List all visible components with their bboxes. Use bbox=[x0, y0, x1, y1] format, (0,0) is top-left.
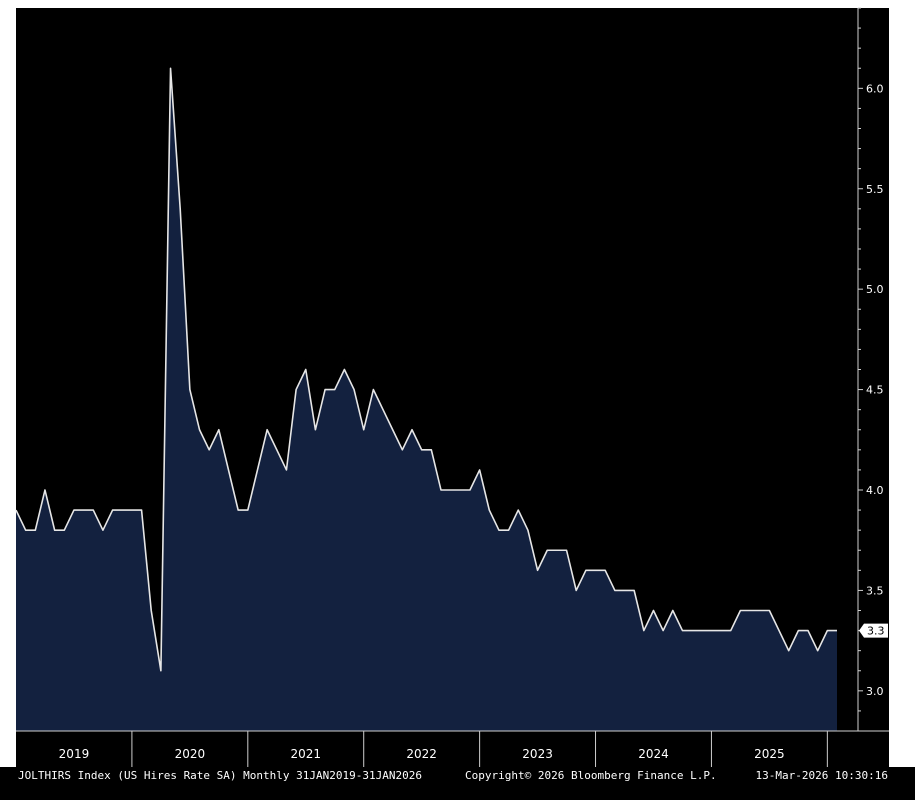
y-tick-label: 4.5 bbox=[866, 384, 884, 397]
series-area-layer bbox=[15, 67, 837, 731]
x-year-label: 2019 bbox=[59, 747, 90, 761]
footer-copyright: Copyright© 2026 Bloomberg Finance L.P. bbox=[465, 769, 717, 782]
footer-timestamp: 13-Mar-2026 10:30:16 bbox=[756, 769, 888, 782]
x-year-label: 2020 bbox=[175, 747, 206, 761]
y-tick-label: 5.5 bbox=[866, 183, 884, 196]
label-layer: 3.0 3.5 4.0 4.5 5.0 5.5 6.0 3.3 2019 2020 2021 2022… bbox=[59, 82, 888, 761]
y-tick-label: 5.0 bbox=[866, 283, 884, 296]
x-year-label: 2025 bbox=[754, 747, 785, 761]
footer-background bbox=[0, 767, 915, 800]
x-year-label: 2022 bbox=[406, 747, 437, 761]
x-year-label: 2021 bbox=[290, 747, 321, 761]
last-value-marker bbox=[859, 623, 888, 638]
y-tick-label: 4.0 bbox=[866, 484, 884, 497]
y-tick-label: 3.0 bbox=[866, 685, 884, 698]
series-line bbox=[15, 67, 837, 672]
last-value-label: 3.3 bbox=[867, 625, 885, 638]
footer-title: JOLTHIRS Index (US Hires Rate SA) Monthl… bbox=[18, 769, 422, 782]
y-tick-label: 6.0 bbox=[866, 82, 884, 95]
x-year-label: 2023 bbox=[522, 747, 553, 761]
y-tick-label: 3.5 bbox=[866, 584, 884, 597]
series-area bbox=[16, 68, 837, 731]
x-year-label: 2024 bbox=[638, 747, 669, 761]
axis-layer bbox=[16, 7, 889, 767]
